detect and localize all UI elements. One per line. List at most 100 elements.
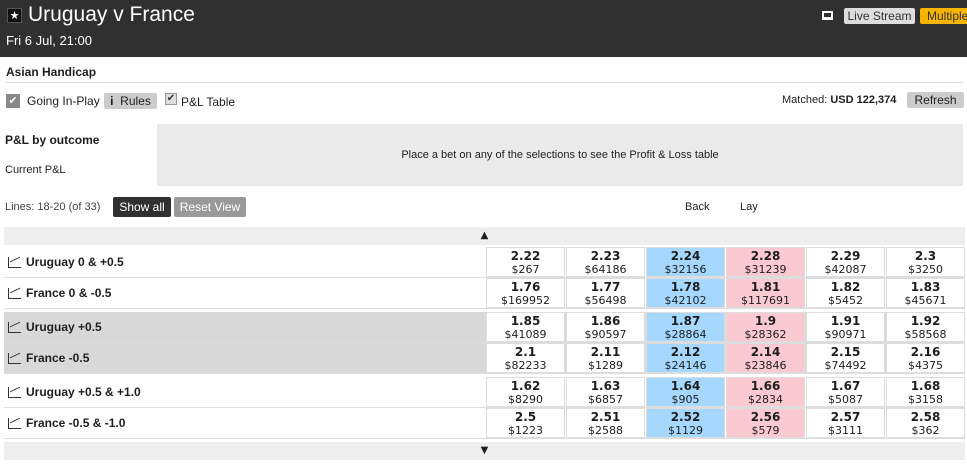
runner-name[interactable]: Uruguay 0 & +0.5: [8, 255, 124, 269]
back-price-cell[interactable]: 2.5 $1223: [486, 408, 565, 438]
event-header: ★ Uruguay v France Fri 6 Jul, 21:00 Live…: [0, 0, 967, 57]
live-stream-button[interactable]: Live Stream: [844, 8, 915, 24]
lay-price-cell[interactable]: 2.58 $362: [886, 408, 965, 438]
tv-icon[interactable]: [822, 11, 833, 20]
amount: $579: [751, 424, 780, 437]
back-price-cell[interactable]: 2.24 $32156: [646, 247, 725, 277]
amount: $5452: [828, 294, 863, 307]
back-price-cell[interactable]: 2.11 $1289: [566, 343, 645, 373]
chart-icon[interactable]: [8, 256, 21, 268]
lay-price-cell[interactable]: 2.28 $31239: [726, 247, 805, 277]
amount: $3111: [828, 424, 863, 437]
pl-message: Place a bet on any of the selections to …: [157, 124, 963, 186]
back-price-cell[interactable]: 1.87 $28864: [646, 312, 725, 342]
star-icon[interactable]: ★: [7, 8, 22, 23]
back-price-cell[interactable]: 2.23 $64186: [566, 247, 645, 277]
back-header: Back: [685, 201, 710, 213]
back-price-cell[interactable]: 1.76 $169952: [486, 278, 565, 308]
back-price-cell[interactable]: 1.85 $41089: [486, 312, 565, 342]
lay-price-cell[interactable]: 1.92 $58568: [886, 312, 965, 342]
refresh-button[interactable]: Refresh: [907, 92, 964, 108]
lay-price-cell[interactable]: 2.15 $74492: [806, 343, 885, 373]
odds: 1.64: [670, 379, 701, 393]
runner-row: France -0.5 2.1 $82233 2.11 $1289 2.12 $24146 2…: [4, 343, 965, 374]
odds: 2.28: [750, 249, 781, 263]
chart-icon[interactable]: [8, 287, 21, 299]
runner-name[interactable]: France -0.5 & -1.0: [8, 416, 125, 430]
chart-icon[interactable]: [8, 352, 21, 364]
odds: 1.9: [754, 314, 777, 328]
odds: 2.15: [830, 345, 861, 359]
reset-view-button[interactable]: Reset View: [174, 197, 246, 217]
rules-button[interactable]: i Rules: [104, 93, 157, 109]
multiples-button[interactable]: Multiples: [920, 8, 967, 24]
lay-price-cell[interactable]: 1.67 $5087: [806, 377, 885, 407]
odds: 1.77: [590, 280, 621, 294]
rules-label: Rules: [120, 94, 151, 108]
event-date: Fri 6 Jul, 21:00: [6, 33, 92, 48]
odds: 2.1: [514, 345, 537, 359]
odds: 2.57: [830, 410, 861, 424]
back-price-cell[interactable]: 2.22 $267: [486, 247, 565, 277]
pl-table-checkbox[interactable]: ✔: [165, 93, 177, 105]
lay-price-cell[interactable]: 2.14 $23846: [726, 343, 805, 373]
scroll-up-button[interactable]: ▲: [4, 227, 965, 245]
amount: $5087: [828, 393, 863, 406]
runner-label: Uruguay 0 & +0.5: [26, 255, 124, 269]
amount: $1289: [588, 359, 623, 372]
show-all-button[interactable]: Show all: [113, 197, 171, 217]
back-price-cell[interactable]: 1.62 $8290: [486, 377, 565, 407]
amount: $42102: [664, 294, 707, 307]
odds: 2.14: [750, 345, 781, 359]
lay-price-cell[interactable]: 1.83 $45671: [886, 278, 965, 308]
odds: 2.22: [510, 249, 541, 263]
back-price-cell[interactable]: 1.77 $56498: [566, 278, 645, 308]
lay-price-cell[interactable]: 2.29 $42087: [806, 247, 885, 277]
going-in-play-checkbox[interactable]: ✔: [6, 94, 20, 108]
back-price-cell[interactable]: 1.86 $90597: [566, 312, 645, 342]
runner-label: France -0.5: [26, 351, 90, 365]
runner-row: Uruguay +0.5 & +1.0 1.62 $8290 1.63 $6857 1.6…: [4, 377, 965, 408]
runner-label: Uruguay +0.5 & +1.0: [26, 385, 141, 399]
odds: 2.52: [670, 410, 701, 424]
amount: $82233: [504, 359, 547, 372]
event-title: Uruguay v France: [28, 3, 195, 26]
odds: 2.29: [830, 249, 861, 263]
amount: $6857: [588, 393, 623, 406]
lay-price-cell[interactable]: 2.56 $579: [726, 408, 805, 438]
amount: $3250: [908, 263, 943, 276]
scroll-down-button[interactable]: ▼: [4, 442, 965, 460]
runner-name[interactable]: Uruguay +0.5 & +1.0: [8, 385, 141, 399]
back-price-cell[interactable]: 2.52 $1129: [646, 408, 725, 438]
runner-name[interactable]: France 0 & -0.5: [8, 286, 111, 300]
odds: 1.92: [910, 314, 941, 328]
lay-price-cell[interactable]: 1.91 $90971: [806, 312, 885, 342]
chart-icon[interactable]: [8, 386, 21, 398]
chart-icon[interactable]: [8, 417, 21, 429]
pl-title: P&L by outcome: [5, 133, 100, 147]
lay-price-cell[interactable]: 2.3 $3250: [886, 247, 965, 277]
lay-price-cell[interactable]: 2.16 $4375: [886, 343, 965, 373]
amount: $3158: [908, 393, 943, 406]
odds: 2.24: [670, 249, 701, 263]
lay-price-cell[interactable]: 1.66 $2834: [726, 377, 805, 407]
back-price-cell[interactable]: 2.1 $82233: [486, 343, 565, 373]
amount: $169952: [501, 294, 550, 307]
lay-price-cell[interactable]: 1.9 $28362: [726, 312, 805, 342]
lay-price-cell[interactable]: 1.68 $3158: [886, 377, 965, 407]
back-price-cell[interactable]: 2.12 $24146: [646, 343, 725, 373]
odds: 1.67: [830, 379, 861, 393]
back-price-cell[interactable]: 1.64 $905: [646, 377, 725, 407]
back-price-cell[interactable]: 2.51 $2588: [566, 408, 645, 438]
lay-price-cell[interactable]: 1.82 $5452: [806, 278, 885, 308]
runner-name[interactable]: Uruguay +0.5: [8, 320, 102, 334]
runner-name[interactable]: France -0.5: [8, 351, 89, 365]
back-price-cell[interactable]: 1.78 $42102: [646, 278, 725, 308]
odds: 2.51: [590, 410, 621, 424]
back-price-cell[interactable]: 1.63 $6857: [566, 377, 645, 407]
odds: 1.85: [510, 314, 541, 328]
lay-price-cell[interactable]: 2.57 $3111: [806, 408, 885, 438]
chart-icon[interactable]: [8, 321, 21, 333]
runner-label: Uruguay +0.5: [26, 320, 102, 334]
lay-price-cell[interactable]: 1.81 $117691: [726, 278, 805, 308]
